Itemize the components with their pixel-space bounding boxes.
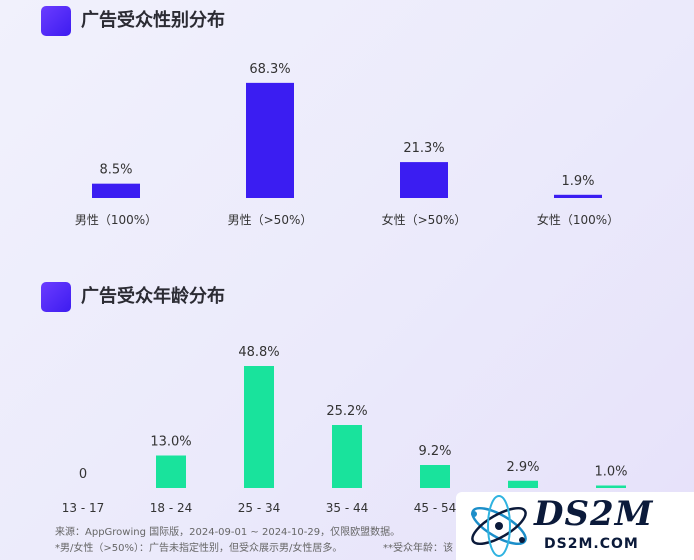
age-bar [332, 425, 362, 488]
gender-category-label: 女性（>50%） [382, 212, 467, 227]
gender-category-label: 男性（>50%） [228, 213, 313, 227]
gender-bar-chart: 8.5% 男性（100%） 68.3% 男性（>50%） 21.3% 女性（>50%） 1.… [75, 62, 619, 227]
age-bar [420, 465, 450, 488]
age-category-label: 13 - 17 [62, 501, 105, 515]
age-value-label: 25.2% [326, 404, 367, 419]
age-category-label: 18 - 24 [150, 501, 193, 515]
gender-value-label: 1.9% [561, 174, 594, 189]
age-bar [244, 366, 274, 488]
age-value-label: 0 [79, 467, 87, 482]
age-section-title: 广告受众年龄分布 [81, 286, 225, 307]
gender-value-label: 21.3% [403, 141, 444, 156]
age-bar [596, 485, 626, 488]
gender-bar [246, 82, 294, 198]
age-footnote: **受众年龄：该 [383, 543, 453, 554]
age-value-label: 13.0% [150, 435, 191, 450]
gender-section-icon [41, 6, 71, 36]
age-bar-chart: 0 13 - 17 13.0% 18 - 24 48.8% 25 - 34 25.2% 35 … [62, 345, 628, 515]
ds2m-watermark: DS2M DS2M.COM [456, 492, 694, 560]
age-value-label: 9.2% [418, 444, 451, 459]
gender-footnote: *男/女性（>50%）：广告未指定性别，但受众展示男/女性居多。 [55, 543, 343, 554]
age-category-label: 25 - 34 [238, 501, 281, 515]
watermark-logo-text: DS2M [534, 494, 654, 534]
age-section-icon [41, 282, 71, 312]
gender-bar [92, 183, 140, 198]
atom-icon [471, 495, 527, 557]
gender-section-title: 广告受众性别分布 [81, 10, 225, 31]
age-category-label: 35 - 44 [326, 501, 369, 515]
gender-bar [554, 194, 602, 198]
gender-category-label: 女性（100%） [537, 212, 619, 227]
age-bar [508, 480, 538, 488]
gender-bar [400, 162, 448, 198]
gender-value-label: 8.5% [99, 163, 132, 178]
age-value-label: 1.0% [594, 465, 627, 480]
watermark-sub-text: DS2M.COM [544, 536, 639, 552]
age-bar [156, 455, 186, 488]
gender-value-label: 68.3% [249, 62, 290, 77]
age-value-label: 2.9% [506, 460, 539, 475]
source-note: 来源：AppGrowing 国际版，2024-09-01 ~ 2024-10-2… [55, 527, 401, 538]
gender-category-label: 男性（100%） [75, 213, 157, 227]
age-value-label: 48.8% [238, 345, 279, 360]
age-category-label: 45 - 54 [414, 501, 457, 515]
